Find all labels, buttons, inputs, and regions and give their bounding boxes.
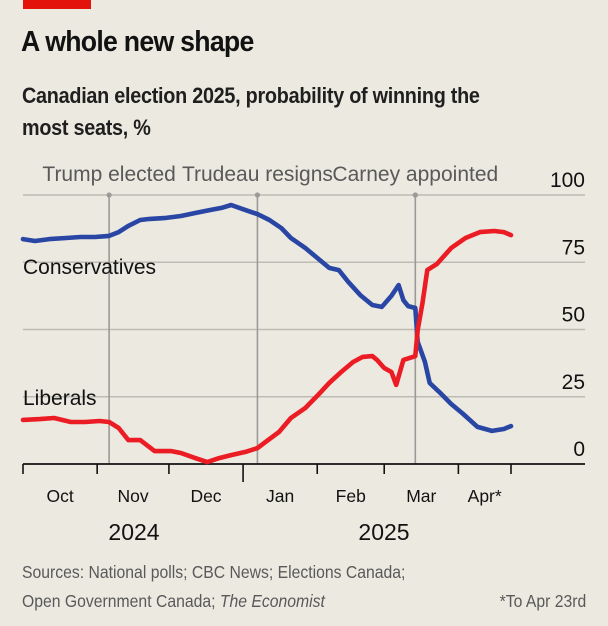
series-label-liberals: Liberals — [23, 387, 97, 410]
y-tick-label-50: 50 — [562, 304, 585, 327]
event-markers: Trump elected Trudeau resigns Carney appoi… — [42, 163, 498, 464]
y-tick-label-25: 25 — [562, 371, 585, 394]
x-tick-label-jan: Jan — [266, 486, 294, 506]
line-chart: Trump elected Trudeau resigns Carney appoi… — [20, 163, 585, 545]
chart-title: A whole new shape — [21, 26, 254, 58]
event-dot-2 — [412, 192, 418, 198]
x-tick-label-apr: Apr* — [468, 486, 502, 506]
series-label-conservatives: Conservatives — [23, 256, 156, 279]
sources-publication: The Economist — [219, 591, 325, 611]
gridlines — [23, 194, 585, 398]
year-label-2025: 2025 — [358, 519, 409, 545]
year-label-2024: 2024 — [108, 519, 159, 545]
sources-text: Sources: National polls; CBC News; Elect… — [22, 562, 406, 611]
series-line-liberals — [20, 228, 514, 465]
series-labels: Conservatives Liberals — [23, 256, 156, 410]
footnote: *To Apr 23rd — [499, 591, 586, 611]
x-axis: Oct Nov Dec Jan Feb Mar Apr* 2024 2025 — [22, 463, 585, 545]
event-label-0: Trump elected — [42, 163, 175, 186]
x-tick-label-feb: Feb — [336, 486, 366, 506]
x-tick-label-dec: Dec — [190, 486, 221, 506]
sources-note: Sources: National polls; CBC News; Elect… — [22, 558, 405, 616]
chart-subtitle: Canadian election 2025, probability of w… — [22, 83, 480, 140]
brand-red-tag — [23, 0, 91, 9]
series-line-conservatives — [20, 202, 514, 434]
event-dot-0 — [106, 192, 112, 198]
event-label-1: Trudeau resigns — [182, 163, 333, 186]
series-lines — [20, 202, 514, 465]
y-tick-label-0: 0 — [573, 438, 585, 461]
x-tick-label-oct: Oct — [46, 486, 73, 506]
y-tick-label-100: 100 — [550, 169, 585, 192]
x-tick-label-mar: Mar — [406, 486, 436, 506]
event-dot-1 — [254, 192, 261, 198]
event-label-2: Carney appointed — [332, 163, 498, 186]
y-tick-label-75: 75 — [562, 236, 585, 259]
y-axis-labels: 0 25 50 75 100 — [550, 169, 585, 461]
x-tick-label-nov: Nov — [117, 486, 148, 506]
